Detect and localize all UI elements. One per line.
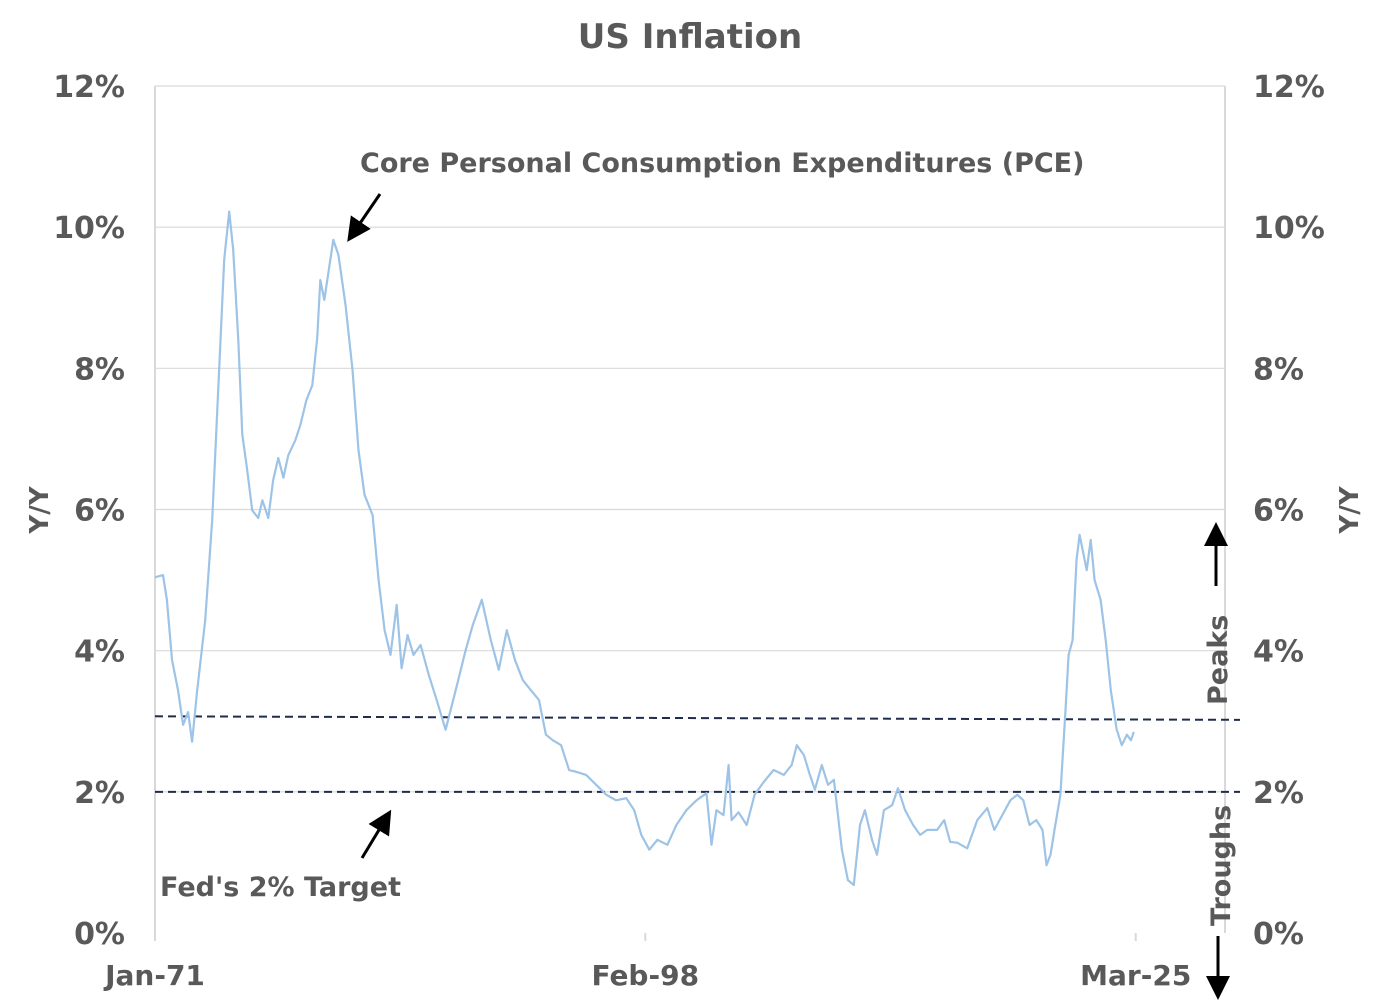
- reference-lines: [154, 715, 1241, 793]
- y-axis-label-left: Y/Y: [25, 485, 55, 534]
- y-tick-label-right: 4%: [1253, 635, 1304, 670]
- y-axis-label-right: Y/Y: [1335, 485, 1365, 534]
- x-tick-label: Feb-98: [591, 959, 699, 992]
- series-line-core-pce: [154, 210, 1135, 887]
- annotation-core-pce: Core Personal Consumption Expenditures (…: [360, 148, 1084, 179]
- chart-title: US Inflation: [578, 17, 802, 57]
- y-tick-label-left: 4%: [74, 635, 125, 670]
- y-tick-label-right: 2%: [1253, 776, 1304, 811]
- y-tick-label-left: 8%: [74, 352, 125, 387]
- y-tick-label-right: 6%: [1253, 494, 1304, 529]
- x-tick-label: Jan-71: [103, 959, 205, 992]
- y-tick-labels: 0% 0% 2% 2% 4% 4% 6% 6% 8% 8% 10% 10% 12% 12%: [53, 70, 1325, 952]
- gridlines: [155, 85, 1225, 793]
- annotation-arrow-fed-target: [360, 809, 392, 859]
- y-tick-label-right: 12%: [1253, 70, 1325, 105]
- y-tick-label-left: 12%: [53, 70, 125, 105]
- y-tick-label-left: 10%: [53, 211, 125, 246]
- y-tick-label-left: 0%: [74, 917, 125, 952]
- y-tick-label-left: 2%: [74, 776, 125, 811]
- annotation-arrow-core-pce: [347, 193, 382, 242]
- annotation-peaks: Peaks: [1203, 615, 1234, 705]
- annotation-fed-target: Fed's 2% Target: [160, 872, 401, 903]
- reference-line: [154, 715, 1241, 721]
- y-tick-label-right: 0%: [1253, 917, 1304, 952]
- y-tick-label-right: 8%: [1253, 352, 1304, 387]
- annotation-troughs: Troughs: [1206, 805, 1237, 926]
- y-tick-label-left: 6%: [74, 494, 125, 529]
- x-tick-labels: Jan-71 Feb-98 Mar-25: [103, 933, 1191, 992]
- y-tick-label-right: 10%: [1253, 211, 1325, 246]
- x-tick-label: Mar-25: [1080, 959, 1191, 992]
